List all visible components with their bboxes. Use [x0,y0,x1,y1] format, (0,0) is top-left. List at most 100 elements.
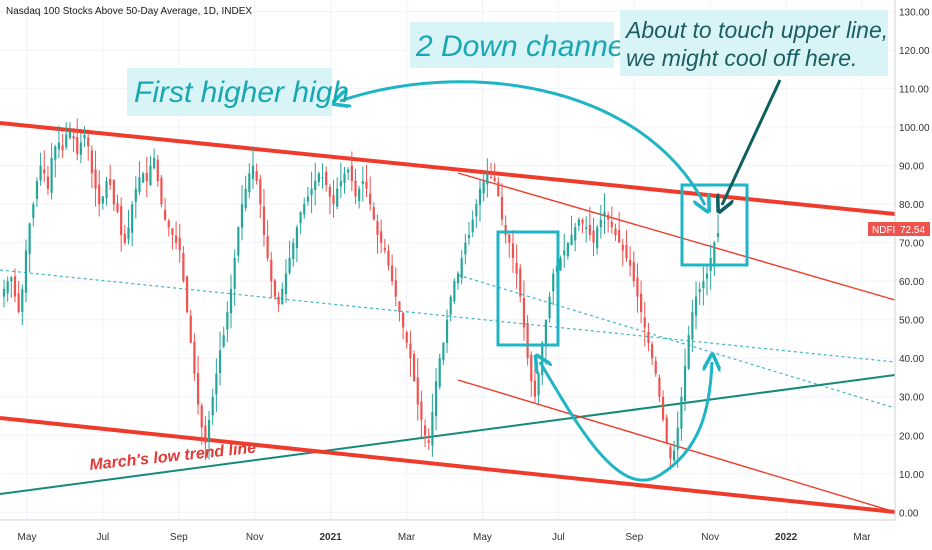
candle-body [218,350,222,374]
candle-body [112,179,115,205]
candle-body [372,207,375,220]
candle-body [500,197,504,220]
candle-body [79,142,82,155]
candle-body [284,273,288,294]
candle-body [65,134,68,148]
candle-body [577,219,580,226]
candle-body [153,157,156,169]
y-tick-label: 0.00 [899,508,919,519]
candle-body [460,258,463,279]
candle-body [120,206,123,235]
candle-body [336,188,339,207]
candle-body [449,296,452,315]
candle-body [687,335,690,369]
x-tick-label: Jul [97,532,110,543]
candle-body [354,180,357,197]
candle-body [497,182,500,197]
candle-body [178,237,181,251]
candle-body [369,193,372,205]
candle-body [13,276,17,297]
candle-body [515,262,518,274]
green-trend-line [0,374,896,495]
candle-body [43,169,46,174]
candle-body [193,341,196,374]
candle-body [207,419,211,441]
candle-body [533,380,537,397]
candle-body [321,177,324,179]
candle-body [303,204,306,215]
candle-body [35,181,39,199]
candle-body [2,288,6,297]
candle-body [694,296,698,316]
candle-body [665,417,668,443]
candle-body [632,262,635,282]
candle-body [149,165,152,186]
candle-body [581,219,584,224]
candle-body [574,227,577,241]
candle-body [603,211,606,217]
candle-body [423,425,427,436]
channel-box-right [680,183,749,267]
y-tick-label: 120.00 [899,46,930,57]
candle-body [394,280,397,297]
candle-body [123,233,126,243]
candle-body [134,188,137,202]
x-axis-ticks: May Jul Sep Nov 2021 Mar May Jul Sep Nov 2022 Mar [18,532,872,543]
candle-body [654,361,657,374]
candle-body [661,396,665,420]
chart-title: Nasdaq 100 Stocks Above 50-Day Average, … [6,6,252,17]
candle-body [226,312,229,330]
candle-body [138,177,141,192]
candle-body [167,220,170,228]
candle-body [255,171,258,182]
candle-body [350,165,353,182]
candle-body [211,396,214,416]
candle-body [295,227,299,249]
candle-body [541,342,544,376]
x-tick-label: Nov [246,532,264,543]
candle-body [314,181,317,191]
march-low-trend-line [0,416,896,514]
candle-body [61,145,64,151]
candle-body [248,173,251,193]
candle-body [391,265,394,282]
candle-body [680,396,683,429]
candle-body [412,353,416,382]
candle-body [131,204,134,233]
candle-body [251,165,255,179]
candle-body [544,319,548,346]
candle-body [625,244,628,259]
candle-body [713,242,716,264]
candle-body [427,440,430,443]
upper-line-note-bg [620,10,888,76]
candle-body [292,242,295,260]
candle-body [24,250,28,293]
candle-body [277,296,280,305]
higher-high-label: First higher high [134,76,349,109]
higher-high-label-bg [127,68,332,116]
candle-body [705,273,709,279]
channels-label-bg [410,22,614,68]
candle-body [456,273,460,284]
candle-body [200,405,203,428]
x-tick-label: Sep [170,532,188,543]
candle-body [508,234,511,243]
candle-body [453,281,456,302]
candle-body [46,176,50,189]
candle-body [185,276,189,312]
candle-body [281,288,284,305]
candle-body [358,188,361,202]
candle-body [171,228,174,235]
candle-body [716,233,720,238]
candle-body [658,377,661,397]
candle-body [237,227,240,256]
candle-body [475,204,478,217]
candle-body [402,312,405,328]
candle-body [90,150,93,174]
candle-body [39,165,42,181]
candle-body [530,354,533,382]
candle-body [68,130,72,139]
candle-body [325,171,328,185]
candle-body [310,188,313,195]
candle-body [511,243,515,259]
